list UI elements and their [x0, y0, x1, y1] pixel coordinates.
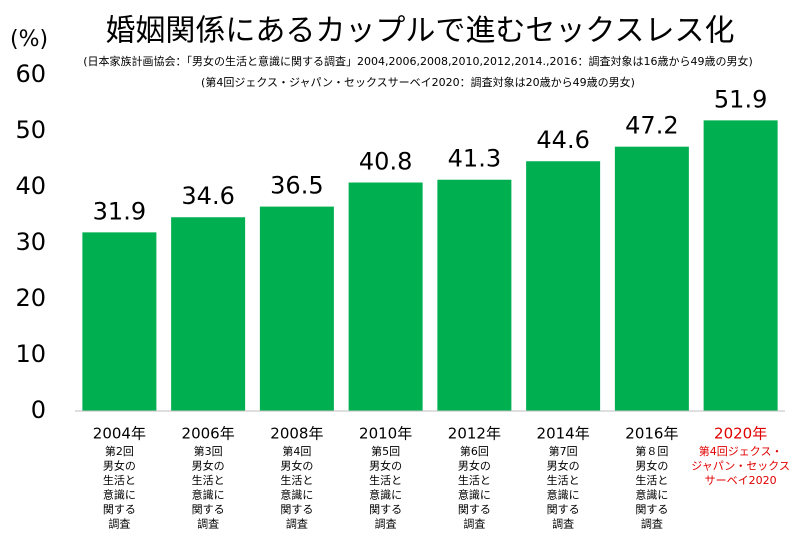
category-note: 調査 — [108, 517, 130, 531]
x-tick-label: 2020年 — [714, 425, 767, 443]
category-note: 調査 — [641, 517, 663, 531]
category-note: 意識に — [458, 488, 491, 502]
value-label: 34.6 — [181, 182, 234, 210]
bar — [348, 182, 423, 411]
category-note: 生活と — [280, 473, 313, 487]
y-tick-label: 60 — [15, 60, 46, 88]
category-note: 男女の — [547, 459, 580, 473]
bar — [259, 206, 334, 411]
bar — [614, 146, 689, 411]
category-note: 調査 — [375, 517, 397, 531]
category-note: 生活と — [103, 473, 136, 487]
category-note: 意識に — [192, 488, 225, 502]
subtitle: (第4回ジェクス・ジャパン・セックスサーベイ2020：調査対象は20歳から49歳… — [201, 75, 635, 89]
category-note: 男女の — [458, 459, 491, 473]
category-note: 関する — [458, 503, 491, 516]
category-note: 生活と — [369, 473, 402, 487]
x-tick-label: 2014年 — [537, 425, 590, 443]
category-note: 生活と — [547, 473, 580, 487]
bar — [526, 161, 601, 411]
bar — [703, 120, 778, 412]
x-tick-label: 2004年 — [93, 425, 146, 443]
value-label: 36.5 — [270, 172, 323, 200]
bar — [437, 179, 512, 411]
category-note: 男女の — [103, 459, 136, 473]
bar — [82, 232, 157, 411]
category-note: 生活と — [635, 473, 668, 487]
x-tick-label: 2012年 — [448, 425, 501, 443]
x-tick-label: 2010年 — [359, 425, 412, 443]
value-label: 41.3 — [448, 145, 501, 173]
value-label: 51.9 — [714, 85, 767, 113]
chart-title: 婚姻関係にあるカップルで進むセックスレス化 — [105, 14, 734, 49]
category-note: 調査 — [463, 517, 485, 531]
subtitle: (日本家族計画協会：「男女の生活と意識に関する調査」2004,2006,2008… — [83, 54, 753, 68]
category-note: サーベイ2020 — [705, 474, 777, 487]
category-note: 第5回 — [371, 444, 400, 458]
category-note: 関する — [369, 503, 402, 516]
category-note: 第2回 — [105, 444, 134, 458]
category-note: 関する — [635, 503, 668, 516]
category-note: 関する — [192, 503, 225, 516]
category-note: 第4回 — [282, 444, 311, 458]
category-note: 第6回 — [460, 444, 489, 458]
y-tick-label: 0 — [31, 396, 46, 424]
category-note: 意識に — [635, 488, 668, 502]
x-tick-label: 2008年 — [270, 425, 323, 443]
y-tick-label: 30 — [15, 228, 46, 256]
category-note: 関する — [280, 503, 313, 516]
category-note: 生活と — [458, 473, 491, 487]
x-tick-label: 2006年 — [182, 425, 235, 443]
value-label: 40.8 — [359, 148, 412, 176]
category-note: 調査 — [197, 517, 219, 531]
value-label: 44.6 — [536, 126, 589, 154]
y-tick-label: 20 — [15, 284, 46, 312]
category-note: 調査 — [286, 517, 308, 531]
category-note: 意識に — [369, 488, 402, 502]
y-tick-label: 40 — [15, 172, 46, 200]
value-label: 31.9 — [93, 197, 146, 225]
category-note: 意識に — [547, 488, 580, 502]
x-tick-label: 2016年 — [625, 425, 678, 443]
category-note: 男女の — [635, 459, 668, 473]
value-label: 47.2 — [625, 112, 678, 140]
category-note: 第８回 — [635, 444, 668, 458]
bar — [171, 217, 246, 411]
y-tick-label: 10 — [15, 340, 46, 368]
category-note: 第4回ジェクス・ — [699, 444, 783, 458]
category-note: 男女の — [369, 459, 402, 473]
category-note: 関する — [103, 503, 136, 516]
category-note: 男女の — [280, 459, 313, 473]
category-note: 意識に — [103, 488, 136, 502]
y-tick-label: 50 — [15, 116, 46, 144]
category-note: 第7回 — [549, 444, 578, 458]
category-note: 意識に — [280, 488, 313, 502]
category-note: 関する — [547, 503, 580, 516]
category-note: 男女の — [192, 459, 225, 473]
category-note: 調査 — [552, 517, 574, 531]
category-note: 第3回 — [194, 444, 223, 458]
category-note: 生活と — [192, 473, 225, 487]
y-axis-label: (%) — [10, 27, 48, 52]
category-note: ジャパン・セックス — [691, 460, 790, 473]
